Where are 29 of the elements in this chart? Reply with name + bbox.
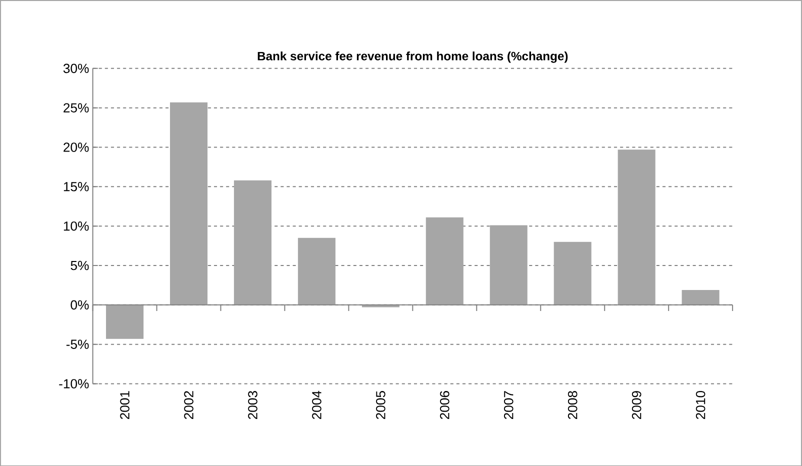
x-tick-label: 2007	[504, 390, 514, 419]
y-tick-label: -10%	[59, 378, 89, 388]
y-tick-label: 15%	[64, 182, 89, 192]
x-tick-label: 2004	[312, 390, 322, 419]
x-tick-label: 2009	[632, 390, 642, 419]
chart-title: Bank service fee revenue from home loans (%change)	[258, 51, 568, 63]
bar	[106, 304, 144, 339]
bar	[618, 149, 656, 305]
bar	[298, 238, 336, 305]
x-tick-label: 2006	[440, 390, 450, 419]
x-tick-label: 2005	[376, 390, 386, 419]
y-tick-label: -5%	[66, 340, 89, 349]
bar	[682, 290, 720, 305]
bar	[234, 180, 272, 305]
bar	[554, 242, 592, 305]
y-tick-label: 30%	[63, 64, 89, 73]
y-tick-label: 25%	[64, 103, 89, 112]
bar	[426, 217, 464, 305]
x-tick-label: 2002	[184, 390, 194, 419]
y-tick-label: 10%	[64, 221, 89, 231]
bar	[490, 225, 528, 305]
x-tick-label: 2001	[120, 390, 130, 419]
y-tick-label: 0%	[70, 300, 89, 310]
y-tick-label: 20%	[64, 142, 89, 152]
bar	[170, 102, 208, 305]
y-tick-label: 5%	[70, 260, 89, 270]
x-tick-label: 2010	[696, 390, 706, 419]
x-tick-label: 2008	[568, 390, 578, 419]
x-tick-label: 2003	[248, 390, 258, 419]
